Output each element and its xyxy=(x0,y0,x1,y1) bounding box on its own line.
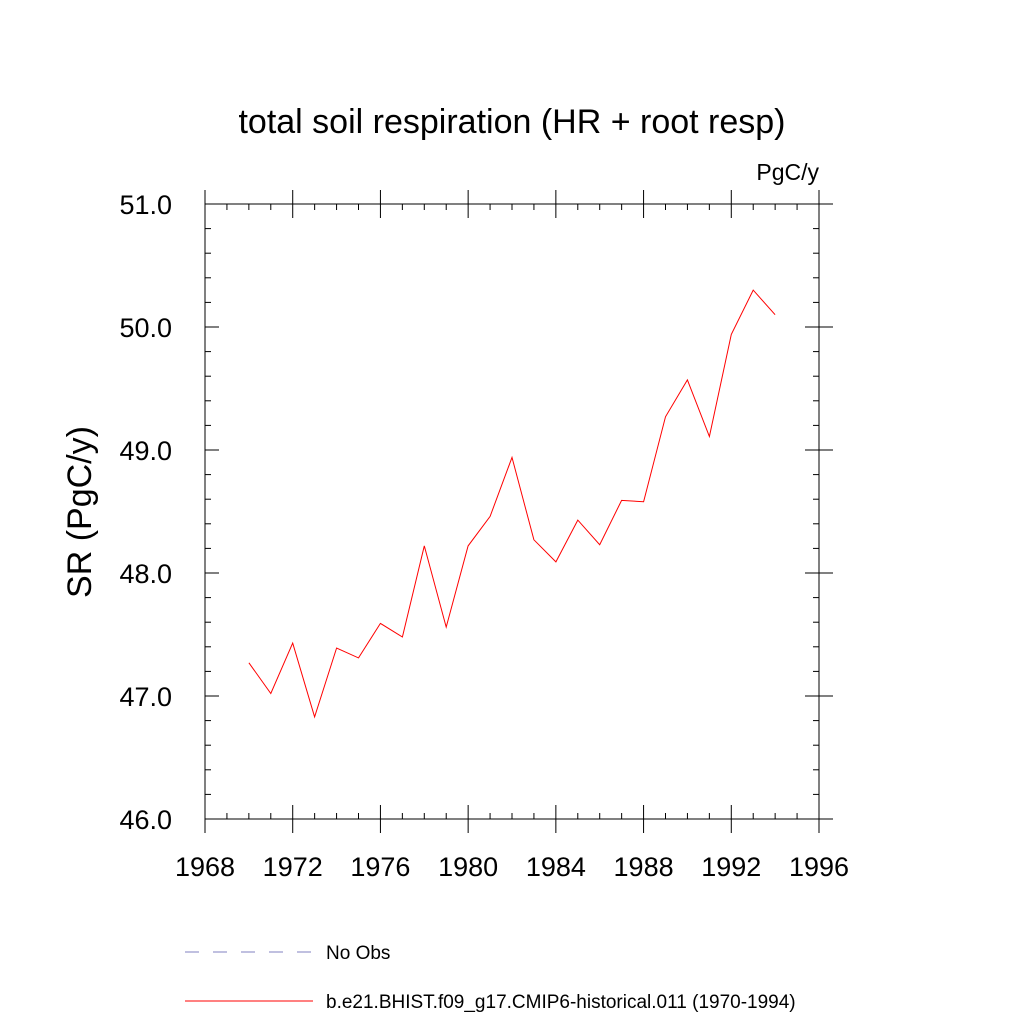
x-tick-label: 1996 xyxy=(789,852,849,882)
chart-title: total soil respiration (HR + root resp) xyxy=(238,103,785,141)
y-tick-label: 50.0 xyxy=(119,313,172,343)
x-tick-label: 1968 xyxy=(175,852,235,882)
y-tick-label: 47.0 xyxy=(119,682,172,712)
legend: No Obs b.e21.BHIST.f09_g17.CMIP6-historic… xyxy=(185,943,796,1013)
series-layer xyxy=(248,289,776,719)
x-tick-label: 1984 xyxy=(526,852,586,882)
x-tick-label: 1976 xyxy=(350,852,410,882)
units-label: PgC/y xyxy=(756,159,819,185)
y-tick-label: 46.0 xyxy=(119,805,172,835)
plot-frame xyxy=(204,203,820,820)
y-tick-label: 51.0 xyxy=(119,190,172,220)
axis-ticks: 1968 1972 1976 1980 1984 1988 1992 1996 46.0 47.0… xyxy=(119,190,849,882)
x-tick-label: 1992 xyxy=(701,852,761,882)
series-line xyxy=(248,289,776,719)
y-tick-label: 49.0 xyxy=(119,436,172,466)
legend-label: b.e21.BHIST.f09_g17.CMIP6-historical.011… xyxy=(326,992,796,1013)
x-tick-label: 1972 xyxy=(263,852,323,882)
legend-label: No Obs xyxy=(326,943,390,964)
x-tick-label: 1980 xyxy=(438,852,498,882)
y-tick-label: 48.0 xyxy=(119,559,172,589)
x-tick-label: 1988 xyxy=(614,852,674,882)
y-axis-label: SR (PgC/y) xyxy=(61,426,99,598)
